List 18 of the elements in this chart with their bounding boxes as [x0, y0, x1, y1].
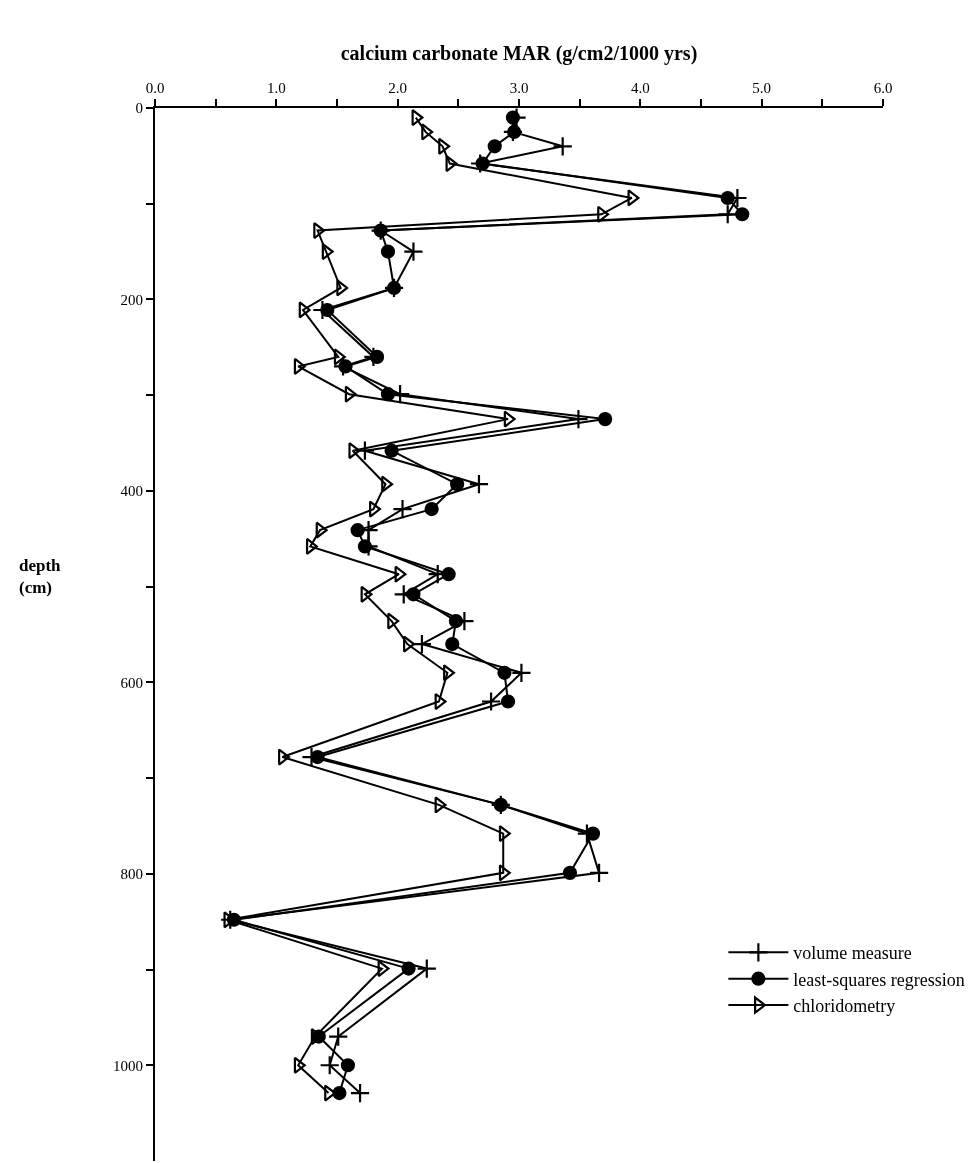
- x-tick-label: 4.0: [630, 80, 650, 96]
- y-axis-title: depth (cm): [19, 556, 62, 598]
- x-tick-label: 5.0: [752, 80, 772, 96]
- y-tick-label: 400: [120, 483, 143, 500]
- y-tick-label: 1000: [113, 1057, 143, 1074]
- y-tick-label: 200: [120, 291, 143, 308]
- y-tick-label: 800: [120, 866, 143, 883]
- y-tick-label: 600: [120, 674, 143, 691]
- legend-label: least-squares regression: [793, 969, 965, 990]
- x-tick-label: 0.0: [145, 80, 165, 96]
- x-tick-label: 3.0: [509, 80, 529, 96]
- legend-label: volume measure: [793, 943, 912, 964]
- x-axis-title: calcium carbonate MAR (g/cm2/1000 yrs): [340, 42, 698, 65]
- x-tick-label: 1.0: [266, 80, 286, 96]
- x-tick-label: 6.0: [873, 80, 893, 96]
- y-tick-label: 0: [135, 100, 143, 117]
- x-tick-label: 2.0: [388, 80, 408, 96]
- legend-label: chloridometry: [793, 996, 896, 1017]
